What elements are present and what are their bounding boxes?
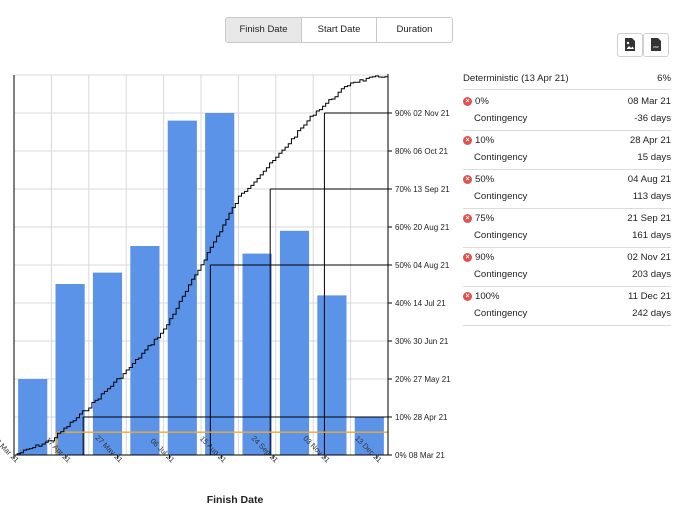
remove-percentile-icon[interactable]: × xyxy=(463,97,472,106)
percentile-results-panel: Deterministic (13 Apr 21) 6% × 0% 08 Mar 2… xyxy=(463,69,671,326)
percentile-row: × 50% 04 Aug 21 xyxy=(463,171,671,188)
tab-duration[interactable]: Duration xyxy=(377,18,452,42)
x-tick-label: 08 Mar 21 xyxy=(0,434,21,464)
export-csv-button[interactable]: csv xyxy=(643,33,669,57)
contingency-value: 113 days xyxy=(632,191,671,202)
histogram-bar xyxy=(317,295,347,455)
percentile-label-wrap: × 75% xyxy=(463,210,494,227)
percentile-row: × 100% 11 Dec 21 xyxy=(463,288,671,305)
right-tick-label: 20% 27 May 21 xyxy=(395,375,451,384)
image-export-icon xyxy=(625,38,635,51)
histogram-bar xyxy=(92,272,123,455)
remove-percentile-icon[interactable]: × xyxy=(463,292,472,301)
deterministic-row: Deterministic (13 Apr 21) 6% xyxy=(463,69,671,90)
right-tick-label: 90% 02 Nov 21 xyxy=(395,109,450,118)
deterministic-percent: 6% xyxy=(657,73,671,84)
right-tick-label: 0% 08 Mar 21 xyxy=(395,451,445,460)
contingency-row: Contingency 161 days xyxy=(463,227,671,244)
percentile-label: 0% xyxy=(475,96,489,107)
remove-percentile-icon[interactable]: × xyxy=(463,136,472,145)
percentile-group: × 10% 28 Apr 21 Contingency 15 days xyxy=(463,131,671,170)
contingency-label: Contingency xyxy=(474,191,528,202)
percentile-row: × 10% 28 Apr 21 xyxy=(463,132,671,149)
right-tick-label: 80% 06 Oct 21 xyxy=(395,147,448,156)
percentile-group: × 50% 04 Aug 21 Contingency 113 days xyxy=(463,170,671,209)
contingency-row: Contingency -36 days xyxy=(463,110,671,127)
percentile-label: 75% xyxy=(475,213,495,224)
percentile-group: × 100% 11 Dec 21 Contingency 242 days xyxy=(463,287,671,326)
cumulative-probability-line xyxy=(14,73,389,456)
contingency-value: 242 days xyxy=(632,308,671,319)
percentile-label-wrap: × 50% xyxy=(463,171,494,188)
histogram-bar xyxy=(354,417,384,455)
finish-start-duration-tabs: Finish Date Start Date Duration xyxy=(225,17,453,43)
contingency-value: -36 days xyxy=(634,113,671,124)
export-image-button[interactable] xyxy=(617,33,643,57)
finish-date-chart: 08 Mar 21 17 Apr 21 27 May 21 06 Jul 21 15 A… xyxy=(0,73,451,506)
percentile-label-wrap: × 90% xyxy=(463,249,494,266)
contingency-value: 203 days xyxy=(632,269,671,280)
contingency-label: Contingency xyxy=(474,230,528,241)
right-tick-label: 30% 30 Jun 21 xyxy=(395,337,449,346)
right-tick-label: 40% 14 Jul 21 xyxy=(395,299,446,308)
contingency-row: Contingency 15 days xyxy=(463,149,671,166)
percentile-row: × 0% 08 Mar 21 xyxy=(463,93,671,110)
right-tick-label: 50% 04 Aug 21 xyxy=(395,261,450,270)
percentile-label-wrap: × 100% xyxy=(463,288,500,305)
remove-percentile-icon[interactable]: × xyxy=(463,175,472,184)
percentile-label: 50% xyxy=(475,174,495,185)
percentile-date: 21 Sep 21 xyxy=(627,213,671,224)
percentile-label: 90% xyxy=(475,252,495,263)
right-tick-label: 70% 13 Sep 21 xyxy=(395,185,450,194)
tab-finish-date[interactable]: Finish Date xyxy=(226,18,302,42)
contingency-row: Contingency 113 days xyxy=(463,188,671,205)
histogram-bar xyxy=(167,120,197,455)
contingency-label: Contingency xyxy=(474,308,528,319)
contingency-label: Contingency xyxy=(474,269,528,280)
histogram-bar xyxy=(55,284,85,455)
percentile-date: 04 Aug 21 xyxy=(627,174,671,185)
percentile-group: × 75% 21 Sep 21 Contingency 161 days xyxy=(463,209,671,248)
percentile-label-wrap: × 10% xyxy=(463,132,494,149)
percentile-group: × 90% 02 Nov 21 Contingency 203 days xyxy=(463,248,671,287)
histogram-bar xyxy=(205,113,235,455)
remove-percentile-icon[interactable]: × xyxy=(463,253,472,262)
right-tick-label: 10% 28 Apr 21 xyxy=(395,413,448,422)
contingency-label: Contingency xyxy=(474,152,528,163)
contingency-row: Contingency 203 days xyxy=(463,266,671,283)
right-axis-ticks: 0% 08 Mar 21 10% 28 Apr 21 20% 27 May 21 30… xyxy=(388,109,451,460)
csv-icon-text: csv xyxy=(653,45,659,49)
percentile-row: × 90% 02 Nov 21 xyxy=(463,249,671,266)
percentile-markers xyxy=(56,112,388,455)
percentile-date: 28 Apr 21 xyxy=(629,135,671,146)
percentile-group: × 0% 08 Mar 21 Contingency -36 days xyxy=(463,92,671,131)
x-axis-label: Finish Date xyxy=(207,494,264,506)
contingency-value: 15 days xyxy=(637,152,671,163)
histogram-bar xyxy=(242,253,272,455)
histogram-bar xyxy=(279,230,310,455)
deterministic-label: Deterministic (13 Apr 21) xyxy=(463,73,569,84)
percentile-date: 08 Mar 21 xyxy=(627,96,671,107)
contingency-row: Contingency 242 days xyxy=(463,305,671,322)
percentile-date: 02 Nov 21 xyxy=(627,252,671,263)
contingency-value: 161 days xyxy=(632,230,671,241)
right-tick-label: 60% 20 Aug 21 xyxy=(395,223,450,232)
percentile-date: 11 Dec 21 xyxy=(627,291,671,302)
percentile-label: 10% xyxy=(475,135,495,146)
csv-export-icon: csv xyxy=(651,38,661,51)
contingency-label: Contingency xyxy=(474,113,528,124)
histogram-bar xyxy=(18,379,48,455)
percentile-label: 100% xyxy=(475,291,500,302)
percentile-label-wrap: × 0% xyxy=(463,93,489,110)
percentile-row: × 75% 21 Sep 21 xyxy=(463,210,671,227)
remove-percentile-icon[interactable]: × xyxy=(463,214,472,223)
tab-start-date[interactable]: Start Date xyxy=(302,18,377,42)
